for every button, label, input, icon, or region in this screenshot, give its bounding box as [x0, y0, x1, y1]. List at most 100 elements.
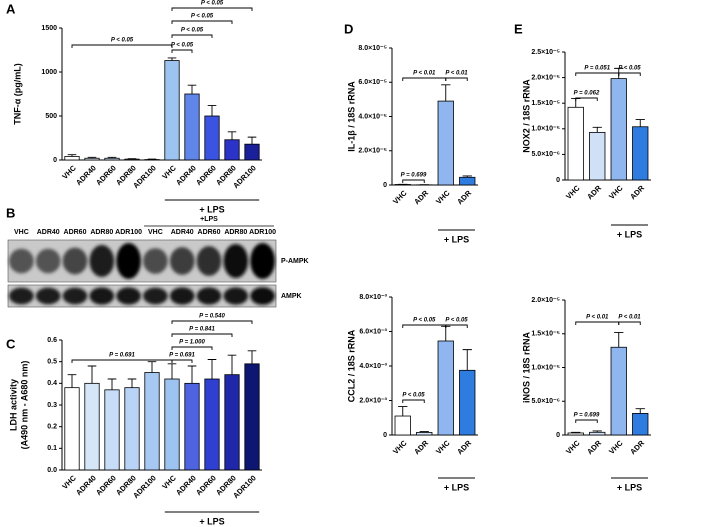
x-tick-label: VHC: [434, 188, 452, 206]
significance-bracket: [171, 20, 233, 24]
bar: [224, 139, 240, 161]
x-tick-label: ADR60: [94, 163, 118, 187]
bar: [244, 143, 260, 161]
blot-band: [89, 287, 115, 305]
significance-bracket: [171, 346, 213, 350]
significance-bracket: [71, 359, 173, 363]
bar: [84, 157, 100, 161]
blot-band: [35, 248, 61, 274]
y-tick-label: 0.1: [47, 445, 57, 452]
x-tick-label: ADR: [412, 188, 430, 206]
x-tick-label: VHC: [564, 438, 582, 456]
lane-label: ADR80: [90, 229, 113, 236]
y-tick-label: 0.0: [47, 467, 57, 474]
x-tick-label: ADR40: [74, 473, 98, 497]
bar: [104, 389, 120, 471]
y-tick-label: 2.0×10⁻³: [359, 397, 387, 404]
x-tick-label: ADR: [628, 183, 646, 201]
lane-label: ADR80: [224, 229, 247, 236]
bar: [124, 387, 140, 471]
bar: [610, 346, 627, 436]
error-bar: [87, 365, 97, 384]
group-label: + LPS: [199, 204, 224, 214]
error-bar: [441, 84, 451, 102]
lane-label: VHC: [14, 229, 29, 236]
lane-label: VHC: [148, 229, 163, 236]
significance-bracket: [171, 34, 213, 38]
x-tick-label: ADR: [455, 438, 473, 456]
x-tick-label: ADR60: [194, 473, 218, 497]
bar: [204, 378, 220, 471]
significance-bracket: [71, 44, 173, 48]
y-tick-label: 8.0×10⁻⁵: [358, 45, 387, 52]
bar: [204, 115, 220, 161]
error-bar: [167, 57, 177, 61]
panel-label: C: [6, 336, 16, 351]
significance-bracket: [171, 333, 233, 337]
group-label: + LPS: [617, 229, 642, 239]
p-value: P = 0.062: [574, 91, 600, 97]
bar: [184, 93, 200, 161]
p-value: P = 0.699: [574, 413, 600, 419]
x-tick-label: ADR40: [174, 163, 198, 187]
bar: [567, 432, 584, 436]
significance-bracket: [618, 321, 641, 325]
blot-band: [143, 248, 168, 274]
p-value: P < 0.05: [111, 38, 134, 44]
blot-band: [196, 246, 222, 276]
error-bar: [187, 84, 197, 94]
y-tick-label: 4.0×10⁻³: [359, 363, 387, 370]
error-bar: [207, 359, 217, 379]
y-tick-label: 0: [556, 177, 560, 184]
p-value: P < 0.01: [413, 71, 436, 77]
group-label: + LPS: [444, 482, 469, 492]
error-bar: [462, 349, 472, 371]
p-value: P < 0.05: [618, 66, 641, 72]
error-bar: [247, 350, 257, 364]
lane-label: ADR40: [171, 229, 194, 236]
panel-label: D: [344, 21, 353, 36]
panel-label: A: [6, 1, 16, 16]
y-tick-label: 0.5: [47, 359, 57, 366]
error-bar: [614, 331, 624, 348]
error-bar: [67, 374, 77, 388]
error-bar: [571, 431, 581, 433]
y-tick-label: 0.3: [47, 402, 57, 409]
blot-band: [169, 247, 195, 275]
group-label: +LPS: [200, 216, 218, 223]
p-value: P < 0.01: [445, 71, 468, 77]
p-value: P = 0.699: [401, 173, 427, 179]
group-label: + LPS: [199, 516, 224, 526]
group-label: + LPS: [617, 482, 642, 492]
blot-band: [250, 287, 275, 305]
y-tick-label: 2.5×10⁻⁵: [531, 49, 560, 56]
blot-band: [62, 287, 88, 305]
error-bar: [635, 119, 645, 127]
blot-band: [116, 287, 141, 305]
p-value: P = 0.691: [169, 353, 195, 359]
p-value: P < 0.05: [445, 318, 468, 324]
blot-band: [196, 287, 222, 305]
error-bar: [227, 354, 237, 375]
y-axis-label: (A490 nm - A680 nm): [19, 361, 29, 450]
x-tick-label: VHC: [607, 438, 625, 456]
y-tick-label: 0: [383, 182, 387, 189]
y-tick-label: 2.0×10⁻⁵: [358, 148, 387, 155]
bar: [244, 363, 260, 471]
error-bar: [398, 406, 408, 417]
bar: [459, 369, 476, 436]
p-value: P < 0.05: [413, 318, 436, 324]
p-value: P < 0.05: [171, 43, 194, 49]
bar: [64, 387, 80, 471]
x-tick-label: ADR60: [194, 163, 218, 187]
bar: [184, 382, 200, 471]
x-tick-label: ADR60: [94, 473, 118, 497]
blot-band: [89, 245, 115, 277]
lane-label: ADR60: [198, 229, 221, 236]
bar: [144, 372, 160, 471]
lane-label: ADR100: [249, 229, 276, 236]
error-bar: [147, 361, 157, 373]
significance-bracket: [171, 49, 193, 53]
p-value: P = 0.051: [584, 66, 610, 72]
bar: [164, 378, 180, 471]
